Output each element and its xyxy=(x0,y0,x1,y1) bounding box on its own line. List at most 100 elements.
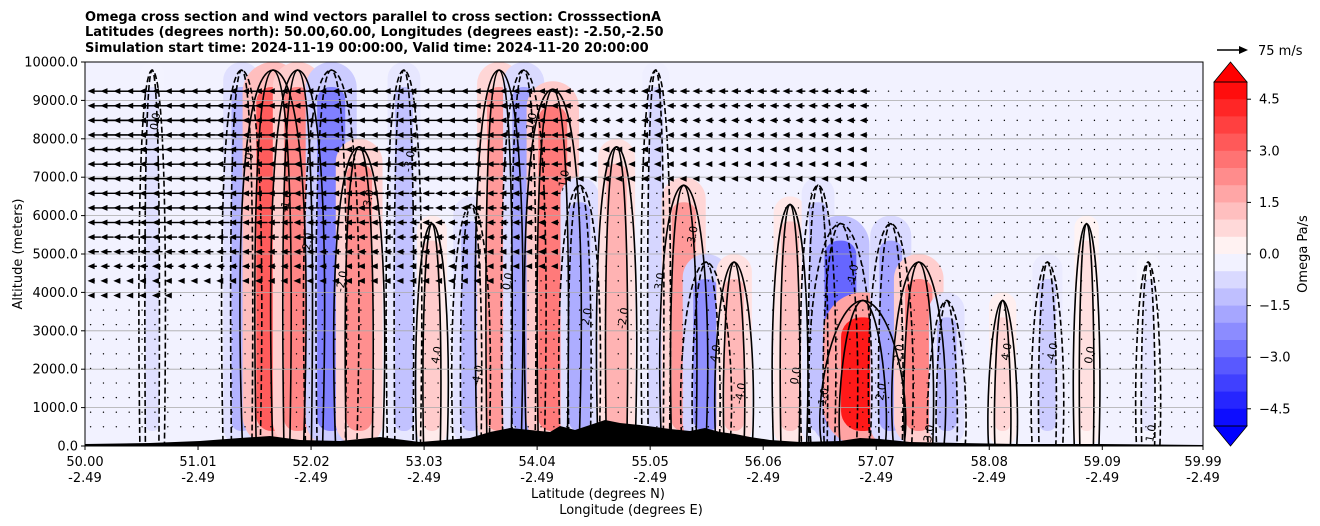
y-tick-label: 10000.0 xyxy=(24,56,78,71)
wind-vector xyxy=(617,323,619,326)
wind-vector-head xyxy=(357,263,365,270)
wind-vector xyxy=(373,382,375,384)
omega-contour-line xyxy=(302,69,360,446)
wind-vector-head xyxy=(460,248,468,255)
wind-vector-head xyxy=(242,146,250,153)
wind-vector-head xyxy=(499,117,507,124)
wind-vector xyxy=(707,426,710,428)
wind-vector xyxy=(759,207,761,209)
wind-vector-head xyxy=(126,146,134,153)
colorbar-bin xyxy=(1214,168,1247,186)
wind-vector xyxy=(488,294,491,297)
wind-vector-head xyxy=(203,263,211,270)
wind-vector-head xyxy=(486,175,494,182)
contour-label: 4.0 xyxy=(999,342,1015,361)
wind-vector-head xyxy=(512,88,520,95)
wind-vector xyxy=(566,294,568,297)
wind-vector-head xyxy=(229,219,237,226)
wind-vector xyxy=(965,323,967,326)
wind-vector xyxy=(887,338,890,340)
wind-vector xyxy=(990,294,993,297)
wind-vector xyxy=(977,411,980,413)
wind-vector xyxy=(900,119,903,122)
wind-vector xyxy=(913,280,915,282)
wind-vector xyxy=(1170,207,1173,209)
wind-vector xyxy=(939,207,941,209)
wind-vector-head xyxy=(679,88,687,95)
wind-vector-head xyxy=(357,146,365,153)
wind-vector xyxy=(334,294,336,297)
wind-vector xyxy=(720,323,722,326)
wind-vector-head xyxy=(242,131,250,138)
contour-label: -4.0 xyxy=(1044,342,1061,365)
wind-vector xyxy=(643,265,645,267)
wind-vector xyxy=(540,309,542,311)
wind-vector xyxy=(617,367,619,370)
wind-vector-head xyxy=(383,263,391,270)
wind-vector xyxy=(746,323,748,326)
wind-vector xyxy=(823,309,825,311)
colorbar-bin xyxy=(1214,254,1247,272)
wind-vector xyxy=(540,382,542,384)
wind-vector xyxy=(797,367,800,370)
chart-title-line-3: Simulation start time: 2024-11-19 00:00:… xyxy=(85,41,649,56)
wind-vector xyxy=(823,396,825,399)
wind-vector xyxy=(643,250,645,253)
wind-vector xyxy=(694,280,697,282)
wind-vector xyxy=(823,207,825,209)
wind-vector xyxy=(591,396,594,399)
wind-vector-head xyxy=(525,161,533,168)
colorbar-bin xyxy=(1214,202,1247,221)
wind-vector-head xyxy=(229,277,237,284)
wind-vector xyxy=(669,411,671,413)
wind-vector xyxy=(913,148,915,151)
wind-vector-head xyxy=(538,131,546,138)
wind-vector-head xyxy=(525,131,533,138)
wind-vector-head xyxy=(422,131,430,138)
wind-vector xyxy=(1132,221,1134,224)
wind-vector xyxy=(759,236,761,238)
wind-vector xyxy=(102,382,105,384)
wind-vector xyxy=(1119,382,1121,384)
wind-vector xyxy=(1029,338,1031,340)
wind-vector xyxy=(630,411,632,413)
wind-vector xyxy=(759,309,761,311)
wind-vector xyxy=(990,105,993,107)
wind-vector xyxy=(823,411,825,413)
wind-vector xyxy=(1119,134,1121,136)
wind-vector-head xyxy=(306,117,314,124)
colorbar-tick-label: −4.5 xyxy=(1259,402,1291,417)
wind-vector xyxy=(501,353,504,355)
wind-vector xyxy=(1080,367,1083,370)
wind-vector-head xyxy=(563,146,571,153)
wind-vector xyxy=(681,411,684,413)
wind-vector-head xyxy=(409,146,417,153)
wind-vector xyxy=(1119,367,1121,370)
wind-vector-head xyxy=(177,234,185,241)
wind-vector xyxy=(1080,265,1083,267)
wind-vector xyxy=(141,426,143,428)
wind-vector-head xyxy=(332,131,340,138)
wind-vector-head xyxy=(216,146,224,153)
wind-vector xyxy=(836,294,838,297)
wind-vector xyxy=(1145,148,1147,151)
wind-vector xyxy=(643,338,645,340)
wind-vector-head xyxy=(190,175,198,182)
wind-vector xyxy=(424,367,426,370)
wind-vector-head xyxy=(332,234,340,241)
wind-vector xyxy=(1042,323,1044,326)
wind-vector xyxy=(1029,367,1031,370)
wind-vector xyxy=(1093,426,1096,428)
wind-vector-head xyxy=(344,190,352,197)
wind-vector xyxy=(939,134,941,136)
wind-vector xyxy=(115,323,118,326)
wind-vector xyxy=(630,338,632,340)
wind-vector xyxy=(862,294,864,297)
wind-vector-head xyxy=(756,146,764,153)
wind-vector xyxy=(617,309,619,311)
wind-vector-head xyxy=(126,190,134,197)
wind-vector-head xyxy=(293,117,301,124)
wind-vector-head xyxy=(216,219,224,226)
wind-vector xyxy=(1003,294,1006,297)
wind-vector-head xyxy=(499,204,507,211)
